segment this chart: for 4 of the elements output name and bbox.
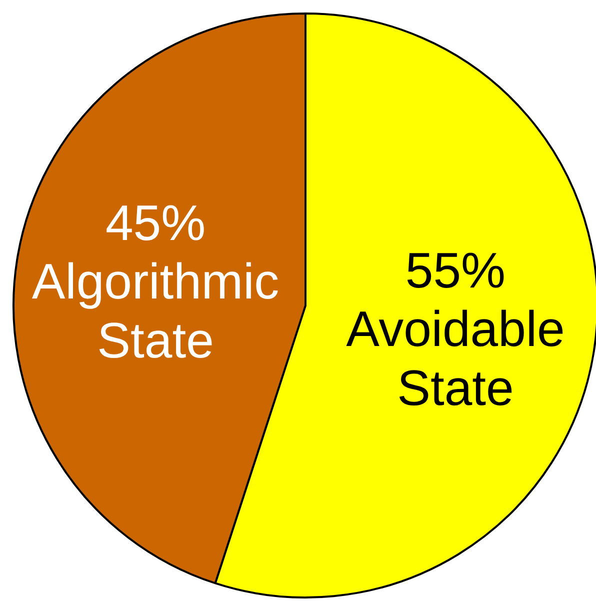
slice-label: Avoidable State	[346, 301, 565, 416]
data-label: 45%	[105, 194, 206, 251]
data-label: 55%	[405, 242, 506, 298]
slice-label: Algorithmic State	[32, 254, 280, 369]
